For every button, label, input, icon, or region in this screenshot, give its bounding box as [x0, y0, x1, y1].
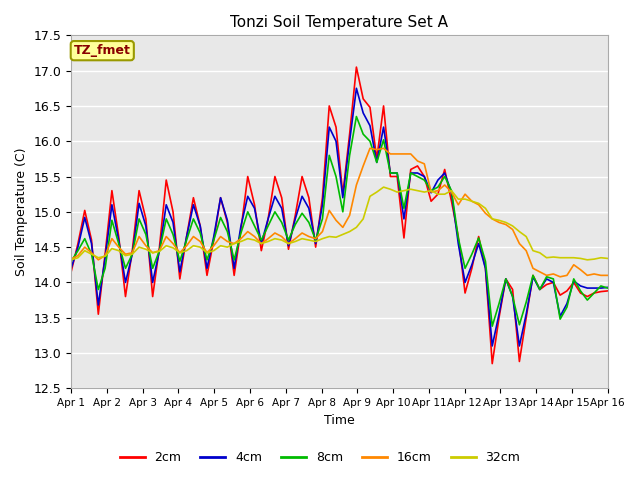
Title: Tonzi Soil Temperature Set A: Tonzi Soil Temperature Set A — [230, 15, 449, 30]
X-axis label: Time: Time — [324, 414, 355, 427]
Legend: 2cm, 4cm, 8cm, 16cm, 32cm: 2cm, 4cm, 8cm, 16cm, 32cm — [115, 446, 525, 469]
Text: TZ_fmet: TZ_fmet — [74, 44, 131, 57]
Y-axis label: Soil Temperature (C): Soil Temperature (C) — [15, 147, 28, 276]
